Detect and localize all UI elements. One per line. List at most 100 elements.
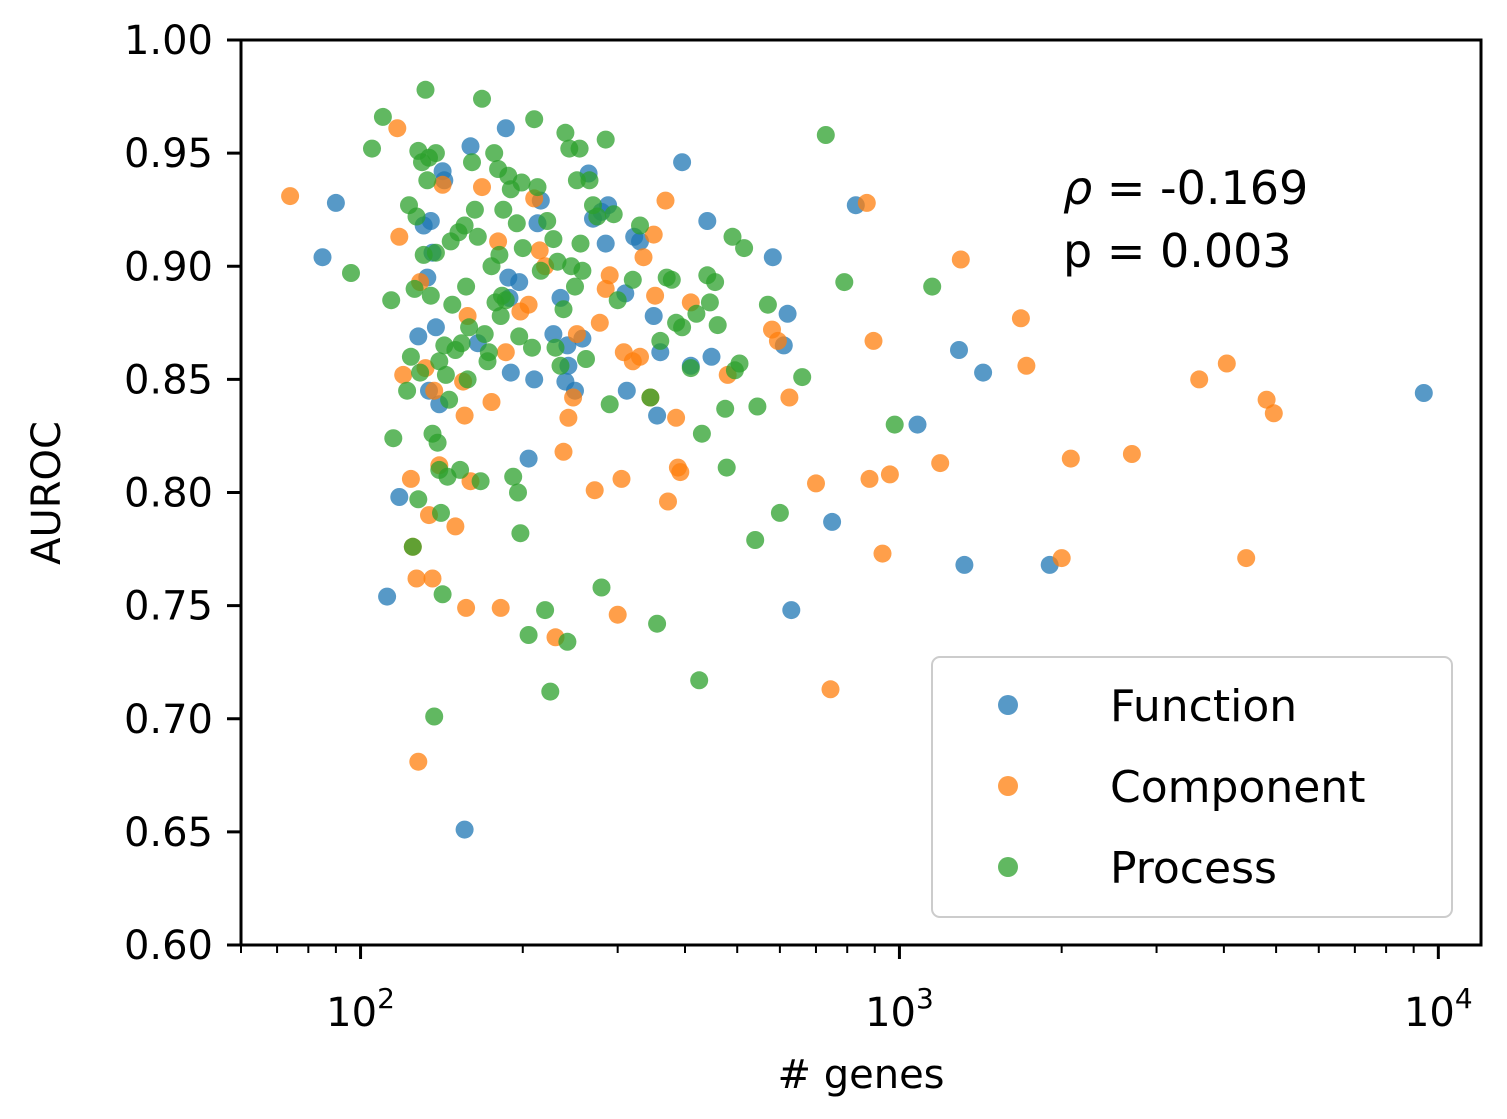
- point-component-71: [1061, 449, 1080, 468]
- point-process-73: [531, 261, 550, 280]
- point-component-24: [491, 598, 510, 617]
- legend-label-function: Function: [1110, 681, 1297, 732]
- point-function-42: [644, 307, 663, 325]
- point-process-38: [452, 334, 471, 353]
- point-process-8: [403, 537, 422, 556]
- point-process-9: [405, 279, 424, 298]
- point-function-26: [544, 325, 563, 344]
- point-function-4: [409, 327, 428, 346]
- point-function-55: [908, 415, 927, 434]
- ticks-layer: 0.60 0.65 0.70 0.75 0.80 0.85 0.90 0.95 1.00 102 1…: [124, 18, 1473, 1036]
- point-process-77: [544, 230, 563, 249]
- point-component-48: [646, 286, 665, 305]
- point-function-43: [648, 406, 667, 425]
- point-process-7: [401, 347, 420, 366]
- point-function-47: [698, 212, 717, 230]
- point-process-48: [475, 325, 494, 344]
- correlation-annotation: ρ = -0.169 p = 0.003: [1063, 161, 1308, 278]
- legend-marker-component: [998, 776, 1018, 796]
- point-process-71: [525, 110, 544, 129]
- point-process-47: [473, 89, 491, 108]
- point-process-2: [373, 107, 392, 126]
- point-component-60: [821, 680, 840, 699]
- y-tick-label-3: 0.75: [124, 584, 213, 630]
- y-tick-label-0: 0.60: [124, 923, 213, 969]
- point-process-80: [551, 356, 570, 375]
- point-process-109: [681, 359, 700, 378]
- point-component-11: [423, 569, 442, 588]
- point-process-58: [494, 200, 513, 219]
- point-function-17: [496, 119, 515, 138]
- point-component-67: [951, 250, 970, 269]
- point-component-18: [457, 598, 476, 617]
- point-component-66: [931, 454, 950, 473]
- point-component-2: [390, 227, 409, 246]
- point-component-57: [768, 331, 787, 350]
- point-process-98: [604, 205, 623, 224]
- point-process-23: [426, 243, 445, 262]
- point-function-15: [461, 137, 480, 156]
- plot-frame: [239, 38, 1483, 947]
- point-process-123: [746, 531, 765, 549]
- point-function-20: [501, 363, 520, 382]
- point-function-10: [426, 318, 445, 337]
- point-component-58: [780, 388, 799, 407]
- legend-marker-function: [998, 695, 1018, 715]
- point-component-51: [667, 408, 686, 427]
- point-process-39: [455, 216, 474, 235]
- legend-marker-process: [998, 857, 1018, 877]
- point-process-13: [411, 363, 430, 382]
- point-process-32: [440, 390, 459, 409]
- point-process-41: [458, 370, 477, 389]
- point-process-83: [558, 632, 577, 651]
- point-process-70: [523, 338, 541, 357]
- point-process-96: [596, 130, 615, 149]
- point-component-23: [489, 232, 508, 251]
- point-process-114: [700, 293, 719, 312]
- point-process-65: [510, 327, 529, 346]
- point-process-12: [409, 490, 428, 509]
- point-process-129: [835, 273, 854, 292]
- point-function-53: [823, 512, 842, 531]
- points-layer: [281, 80, 1433, 839]
- point-process-42: [460, 318, 479, 337]
- point-function-3: [390, 488, 409, 506]
- point-process-34: [443, 295, 462, 314]
- point-process-43: [463, 153, 481, 172]
- point-function-49: [763, 248, 782, 267]
- point-process-131: [923, 277, 942, 296]
- point-function-8: [421, 212, 440, 230]
- point-process-128: [816, 126, 835, 144]
- point-process-104: [651, 331, 670, 350]
- point-process-101: [631, 216, 649, 235]
- point-component-12: [425, 381, 444, 400]
- point-component-6: [407, 569, 426, 588]
- point-process-63: [507, 214, 526, 233]
- point-process-3: [382, 291, 401, 310]
- point-process-103: [648, 614, 667, 633]
- point-process-19: [421, 286, 440, 305]
- point-function-45: [673, 153, 692, 172]
- point-process-118: [717, 458, 736, 477]
- legend: Function Component Process: [931, 656, 1453, 918]
- point-process-116: [708, 316, 727, 335]
- point-process-27: [432, 503, 450, 522]
- point-component-50: [659, 492, 677, 511]
- point-function-23: [525, 370, 544, 389]
- point-component-39: [600, 266, 619, 285]
- point-process-10: [407, 207, 426, 226]
- point-process-127: [793, 368, 812, 387]
- point-component-61: [857, 193, 876, 212]
- point-component-62: [860, 469, 879, 488]
- point-component-72: [1122, 445, 1141, 463]
- point-process-121: [730, 354, 749, 373]
- point-function-22: [519, 449, 538, 468]
- point-component-40: [608, 605, 627, 624]
- point-component-7: [409, 752, 428, 771]
- point-process-97: [600, 395, 619, 414]
- point-process-68: [513, 239, 532, 258]
- point-process-90: [573, 261, 592, 280]
- point-process-22: [426, 144, 445, 163]
- point-process-88: [570, 139, 589, 158]
